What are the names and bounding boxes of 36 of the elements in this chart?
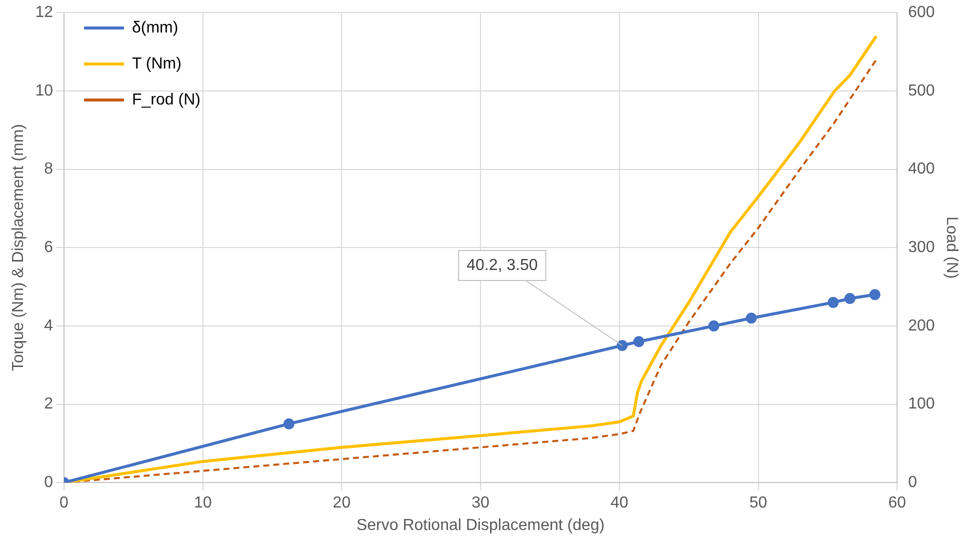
- x-tick-label: 40: [610, 494, 628, 512]
- x-tick-label: 50: [749, 494, 768, 512]
- point: [746, 312, 757, 324]
- y-tick-label: 10: [35, 82, 54, 100]
- annotation: 40.2, 3.50: [466, 256, 538, 274]
- point: [616, 340, 628, 352]
- point: [283, 418, 294, 430]
- point: [869, 289, 880, 300]
- legend-label: F_rod (N): [132, 91, 200, 108]
- x-tick-label: 30: [472, 494, 490, 512]
- x-tick-label: 60: [888, 494, 906, 512]
- y-tick-label: 12: [35, 4, 54, 22]
- x-axis-title: Servo Rotional Displacement (deg): [356, 516, 605, 534]
- y-tick-label: 0: [44, 474, 54, 492]
- y2-tick-label: 200: [908, 317, 935, 334]
- point: [828, 296, 839, 308]
- y-axis-title: Torque (Nm) & Displacement (mm): [10, 124, 28, 372]
- y-tick-label: 4: [44, 317, 54, 334]
- y2-tick-label: 0: [908, 474, 918, 492]
- point: [633, 336, 644, 348]
- point: [708, 320, 720, 332]
- y2-tick-label: 600: [908, 4, 935, 22]
- y2-tick-label: 100: [908, 396, 935, 413]
- y2-tick-label: 300: [908, 239, 935, 256]
- x-tick-label: 0: [60, 494, 69, 512]
- y-tick-label: 2: [44, 396, 54, 413]
- point: [844, 293, 856, 304]
- x-tick-label: 10: [194, 494, 212, 512]
- y2-axis-title: Load (N): [942, 216, 960, 279]
- y-tick-label: 8: [44, 160, 54, 178]
- y2-tick-label: 400: [908, 160, 935, 178]
- legend-label: T (Nm): [132, 55, 182, 72]
- legend-label: δ(mm): [132, 19, 178, 36]
- x-tick-label: 20: [332, 494, 351, 512]
- y-tick-label: 6: [44, 239, 54, 256]
- y2-tick-label: 500: [908, 82, 935, 100]
